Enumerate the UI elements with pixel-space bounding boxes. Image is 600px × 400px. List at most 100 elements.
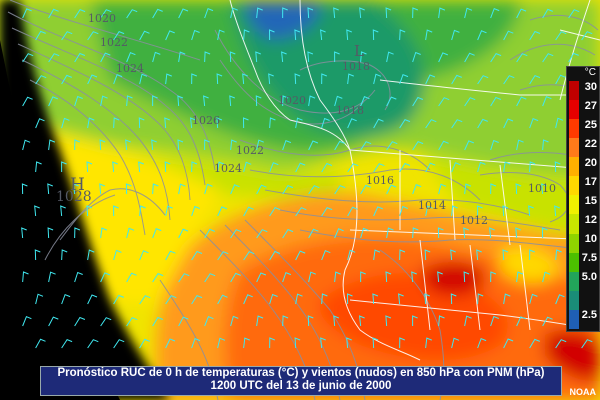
wind-barb bbox=[243, 29, 250, 41]
wind-barb bbox=[334, 228, 344, 239]
colorbar-label: 10 bbox=[584, 233, 597, 245]
low-pressure-center: L bbox=[354, 42, 364, 60]
wind-barb bbox=[490, 7, 500, 19]
wind-barb bbox=[35, 161, 42, 173]
wind-barb bbox=[451, 205, 458, 217]
wind-barb bbox=[217, 294, 228, 305]
wind-barb bbox=[138, 161, 144, 173]
wind-barb bbox=[191, 73, 197, 85]
wind-barb bbox=[126, 9, 138, 19]
isobar-label: 1016 bbox=[366, 174, 394, 187]
wind-barb bbox=[541, 183, 547, 195]
wind-barb bbox=[464, 7, 473, 19]
colorbar-label: 20 bbox=[584, 157, 597, 169]
isobar-label: 1014 bbox=[418, 199, 446, 212]
wind-barb bbox=[477, 161, 486, 173]
wind-barb bbox=[152, 95, 158, 107]
colorbar-swatch bbox=[569, 81, 579, 101]
wind-barb bbox=[47, 183, 53, 195]
wind-barb bbox=[360, 51, 367, 63]
wind-barb bbox=[398, 293, 404, 305]
wind-barb bbox=[165, 73, 172, 85]
wind-barb bbox=[307, 315, 314, 327]
wind-barb bbox=[230, 184, 240, 195]
wind-barb bbox=[191, 337, 201, 349]
wind-barb bbox=[529, 74, 541, 85]
wind-barb bbox=[74, 139, 81, 151]
wind-barb bbox=[126, 95, 133, 107]
wind-barb bbox=[541, 227, 548, 239]
wind-barb bbox=[529, 249, 535, 261]
wind-barb bbox=[230, 139, 237, 151]
wind-barb bbox=[243, 294, 253, 305]
wind-barb bbox=[477, 30, 487, 41]
wind-barb bbox=[204, 51, 211, 63]
wind-barb bbox=[555, 249, 562, 261]
wind-barb bbox=[139, 30, 150, 41]
wind-barb bbox=[61, 31, 73, 41]
wind-barb bbox=[424, 249, 431, 261]
wind-barb bbox=[425, 119, 437, 129]
wind-barb bbox=[386, 141, 398, 151]
wind-barb bbox=[425, 337, 432, 349]
wind-barb bbox=[242, 73, 248, 85]
wind-barb bbox=[490, 96, 502, 107]
wind-barb bbox=[334, 51, 340, 63]
wind-barb bbox=[477, 118, 488, 129]
wind-barb bbox=[320, 29, 326, 41]
wind-barb bbox=[386, 96, 397, 107]
wind-barb bbox=[412, 96, 424, 107]
wind-barb bbox=[61, 249, 68, 261]
wind-barb bbox=[269, 337, 275, 349]
wind-barb bbox=[346, 337, 352, 349]
wind-barb bbox=[34, 205, 40, 217]
wind-barb bbox=[217, 29, 225, 41]
wind-barb bbox=[321, 117, 330, 129]
wind-barb bbox=[425, 74, 436, 85]
wind-barb bbox=[178, 8, 189, 19]
isobar-label: 1026 bbox=[192, 114, 220, 127]
wind-barb bbox=[177, 95, 184, 107]
wind-barb bbox=[217, 161, 225, 173]
wind-barb bbox=[125, 139, 131, 151]
wind-barb bbox=[22, 8, 32, 19]
wind-barb bbox=[294, 73, 301, 85]
wind-barb bbox=[100, 227, 108, 239]
wind-barb bbox=[165, 295, 177, 305]
wind-barb bbox=[282, 271, 292, 283]
wind-barb bbox=[490, 271, 497, 283]
colorbar-swatch bbox=[569, 157, 579, 177]
isobar-label: 1018 bbox=[342, 60, 370, 73]
temperature-colorbar: °C 30 27 25 22 20 17 15 12 10 7.5 5.0 2.… bbox=[566, 66, 600, 332]
wind-barb bbox=[554, 205, 560, 217]
wind-barb bbox=[321, 162, 333, 173]
isobar-labels: 1020 1022 1024 1026 1022 1024 1020 1018 … bbox=[88, 12, 556, 227]
wind-barb bbox=[165, 30, 175, 41]
colorbar-label: 15 bbox=[584, 195, 597, 207]
wind-barb bbox=[464, 52, 475, 63]
wind-barb bbox=[412, 140, 424, 151]
wind-barb bbox=[191, 29, 200, 41]
wind-barb bbox=[87, 339, 99, 349]
wind-barb bbox=[48, 271, 56, 283]
wind-barb bbox=[516, 8, 527, 19]
wind-barb bbox=[490, 139, 499, 151]
wind-barb bbox=[424, 293, 430, 305]
wind-barb bbox=[489, 227, 495, 239]
wind-barb bbox=[74, 316, 86, 327]
wind-barb bbox=[21, 227, 27, 239]
wind-barb bbox=[412, 315, 418, 327]
wind-barb bbox=[255, 95, 262, 107]
wind-barb bbox=[87, 117, 95, 129]
wind-barb bbox=[204, 316, 214, 327]
wind-barb bbox=[477, 205, 483, 217]
wind-barb bbox=[22, 139, 31, 151]
wind-barb bbox=[243, 161, 252, 173]
colorbar-label: 2.5 bbox=[581, 309, 597, 321]
wind-barb bbox=[217, 206, 228, 217]
wind-barb bbox=[230, 315, 239, 327]
wind-barb bbox=[295, 250, 306, 261]
wind-barb bbox=[100, 9, 112, 19]
caption-line-1: Pronóstico RUC de 0 h de temperaturas (°… bbox=[57, 367, 545, 379]
